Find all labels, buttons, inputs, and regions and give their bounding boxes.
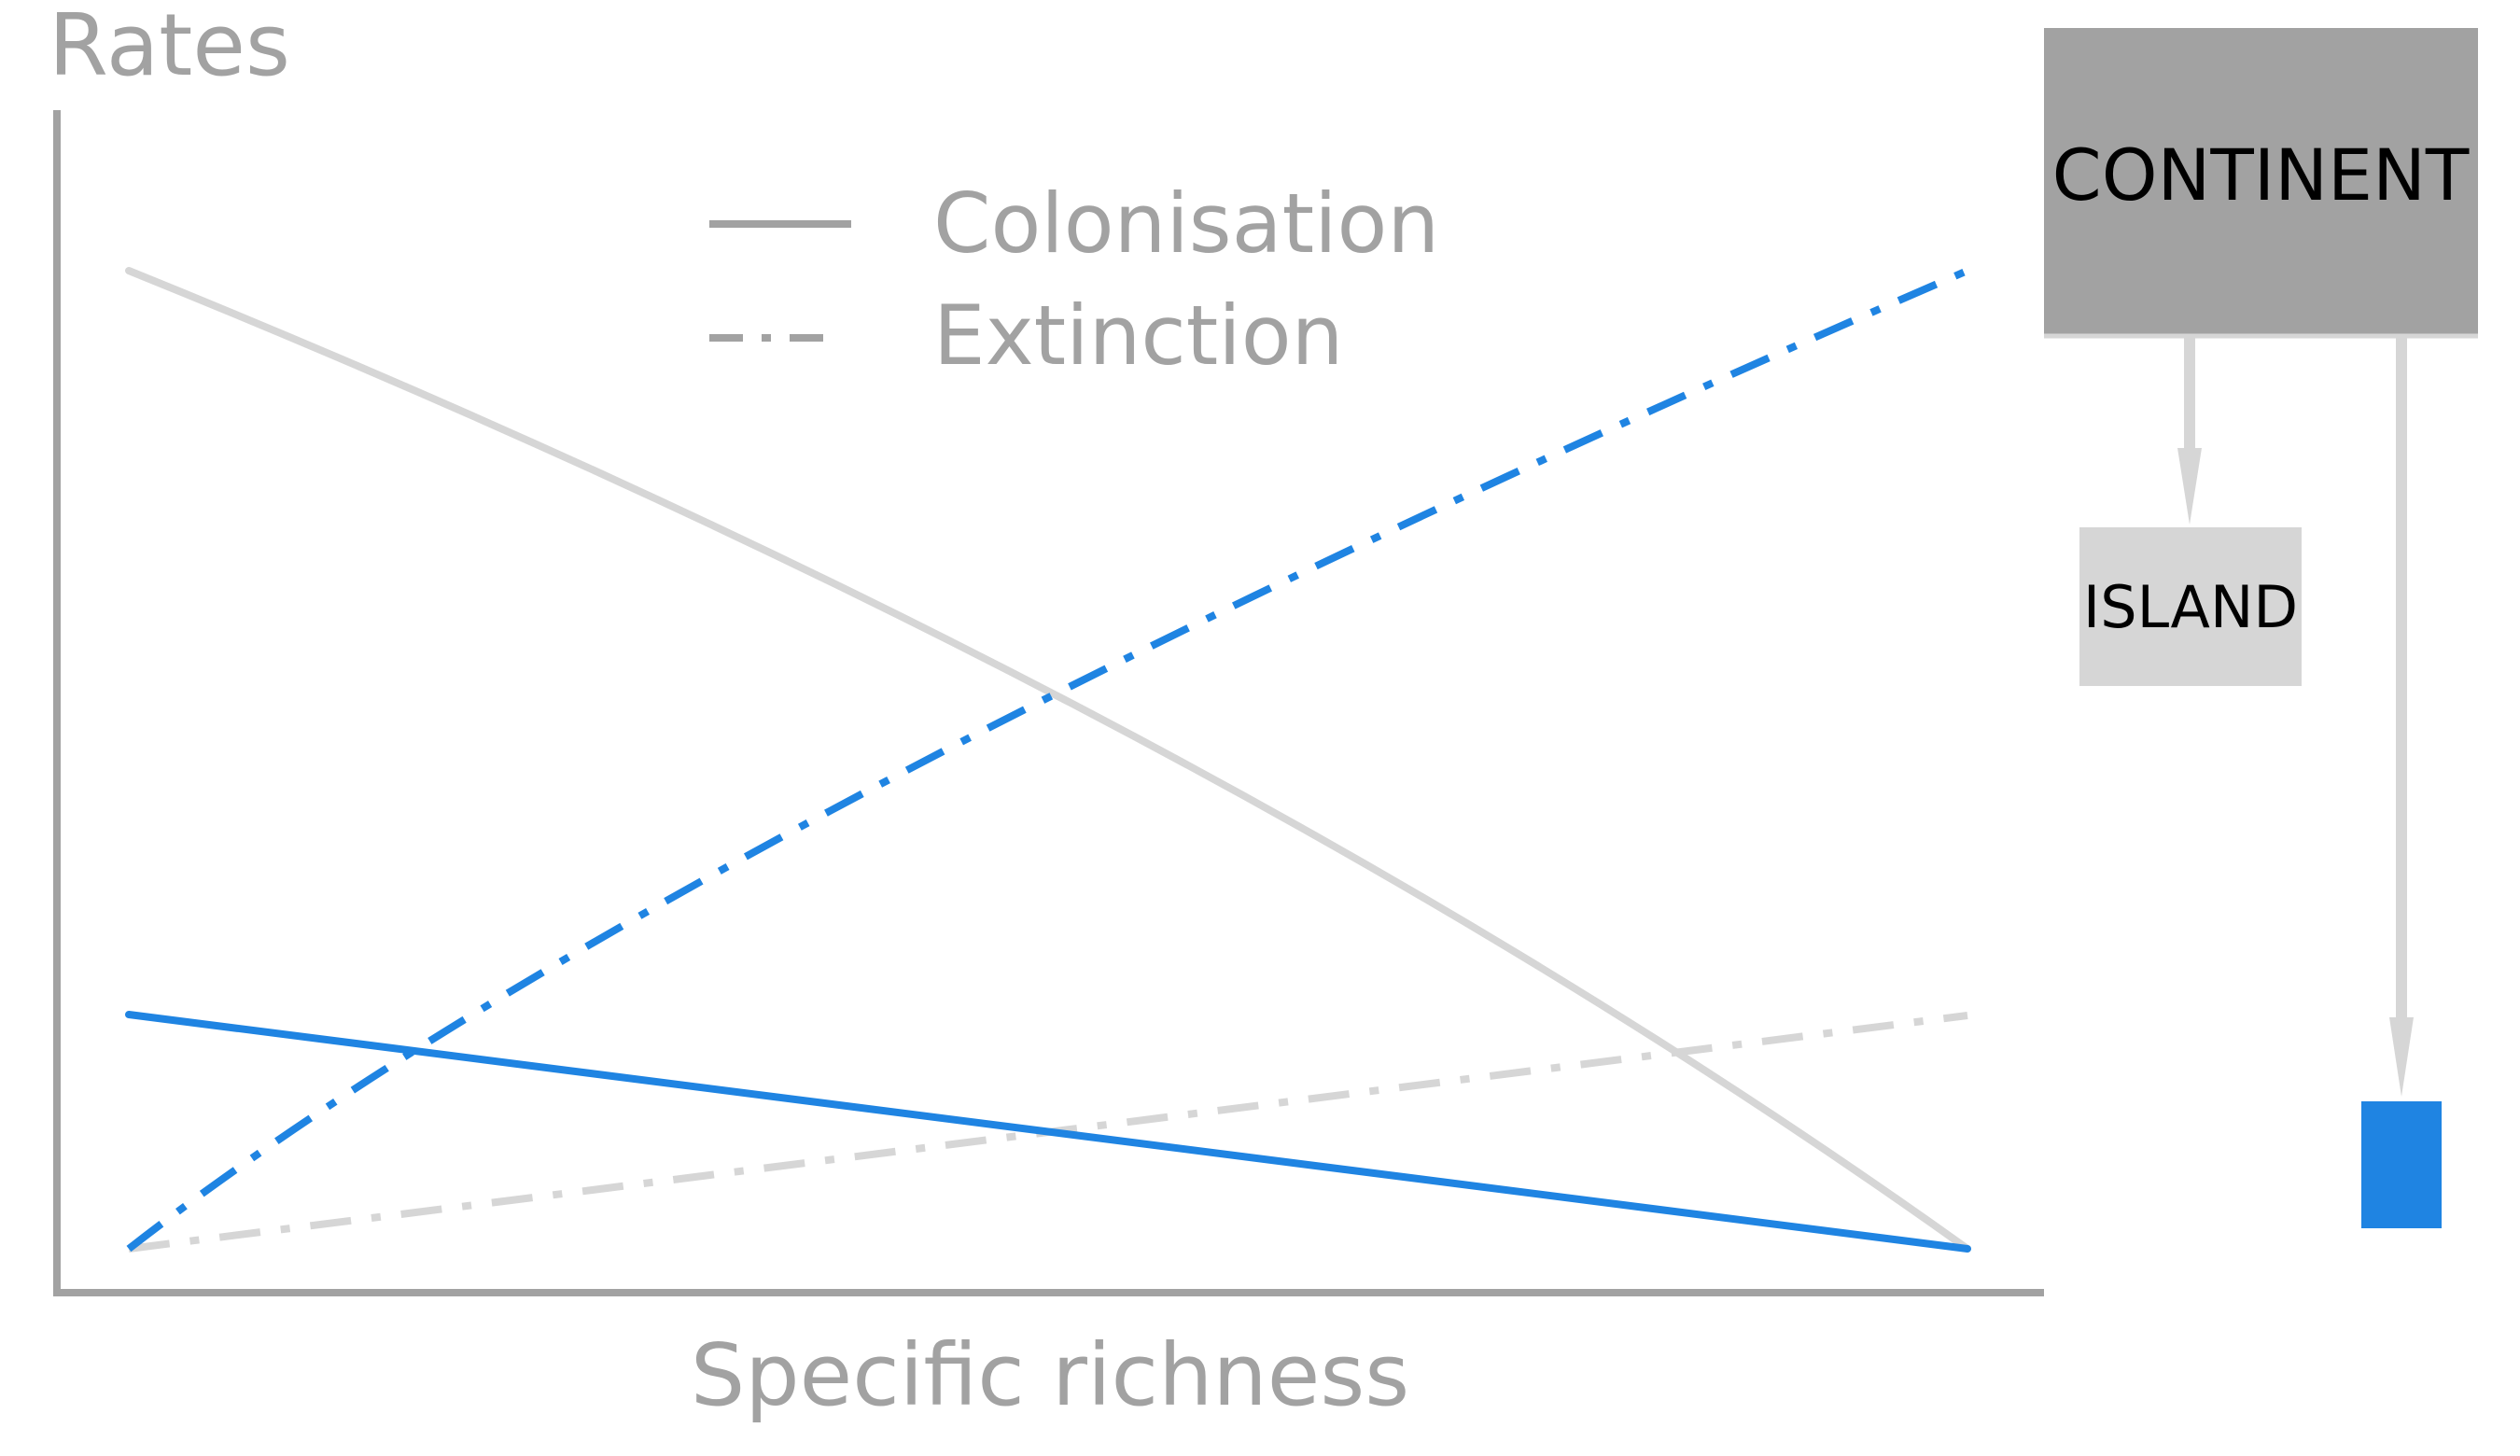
island-box [2079,527,2302,686]
y-axis-label: Rates [49,0,290,95]
continent-label: CONTINENT [2052,133,2470,217]
island-label: ISLAND [2083,573,2298,641]
arrowhead-small-island [2389,1017,2414,1097]
small-island-box [2361,1101,2442,1228]
curve-small-island-colonisation [125,1011,1971,1253]
arrowhead-island [2177,448,2202,525]
curve-small-island-extinction [126,267,1969,1253]
legend-label-extinction: Extinction [933,287,1343,384]
x-axis-label: Specific richness [691,1325,1409,1425]
continent-box [2044,28,2478,336]
curve-island-colonisation [125,267,1971,1253]
legend-label-colonisation: Colonisation [933,175,1439,272]
